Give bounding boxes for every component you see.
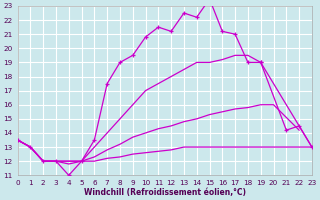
X-axis label: Windchill (Refroidissement éolien,°C): Windchill (Refroidissement éolien,°C) <box>84 188 246 197</box>
